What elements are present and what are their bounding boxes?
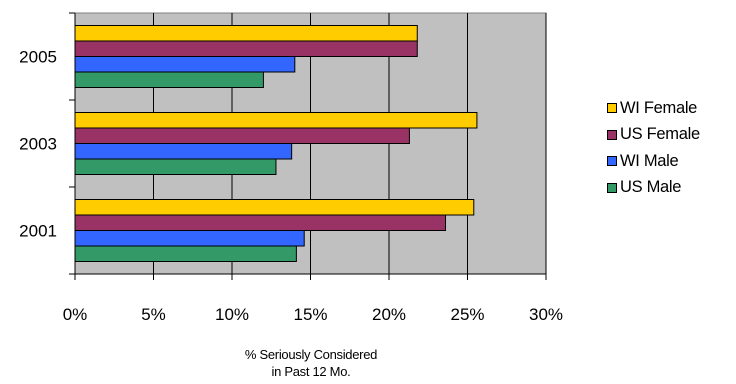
x-axis-label: % Seriously Considered in Past 12 Mo. — [236, 346, 386, 380]
bar — [74, 245, 297, 262]
x-tick-label: 10% — [215, 305, 249, 324]
legend-swatch — [607, 129, 617, 140]
x-tick-label: 15% — [293, 305, 327, 324]
legend-item-us-female: US Female — [607, 122, 700, 149]
legend-swatch — [607, 103, 617, 114]
legend-label: US Female — [620, 125, 700, 144]
bar — [74, 127, 410, 144]
legend-label: WI Male — [620, 151, 679, 170]
x-tick-label: 5% — [141, 305, 166, 324]
x-axis-label-line2: in Past 12 Mo. — [271, 364, 351, 379]
legend-label: WI Female — [620, 98, 698, 117]
bar — [74, 112, 478, 129]
legend-swatch — [607, 182, 617, 193]
x-tick-label: 30% — [529, 305, 563, 324]
bar — [74, 71, 264, 88]
bar — [74, 25, 418, 42]
y-tick-label: 2005 — [19, 48, 57, 67]
legend-item-us-male: US Male — [607, 175, 700, 202]
chart-legend: WI Female US Female WI Male US Male — [607, 95, 700, 201]
x-axis-label-line1: % Seriously Considered — [244, 347, 378, 362]
bar — [74, 214, 447, 231]
bar — [74, 199, 475, 216]
y-tick-label: 2003 — [19, 135, 57, 154]
x-tick-label: 20% — [372, 305, 406, 324]
bar — [74, 230, 305, 247]
legend-item-wi-male: WI Male — [607, 148, 700, 175]
y-tick-label: 2001 — [19, 222, 57, 241]
bar — [74, 56, 296, 73]
bar — [74, 158, 277, 175]
legend-swatch — [607, 156, 617, 167]
legend-item-wi-female: WI Female — [607, 95, 700, 122]
x-tick-label: 25% — [450, 305, 484, 324]
bar — [74, 40, 418, 57]
legend-label: US Male — [620, 178, 682, 197]
x-tick-label: 0% — [63, 305, 88, 324]
bar — [74, 143, 293, 160]
